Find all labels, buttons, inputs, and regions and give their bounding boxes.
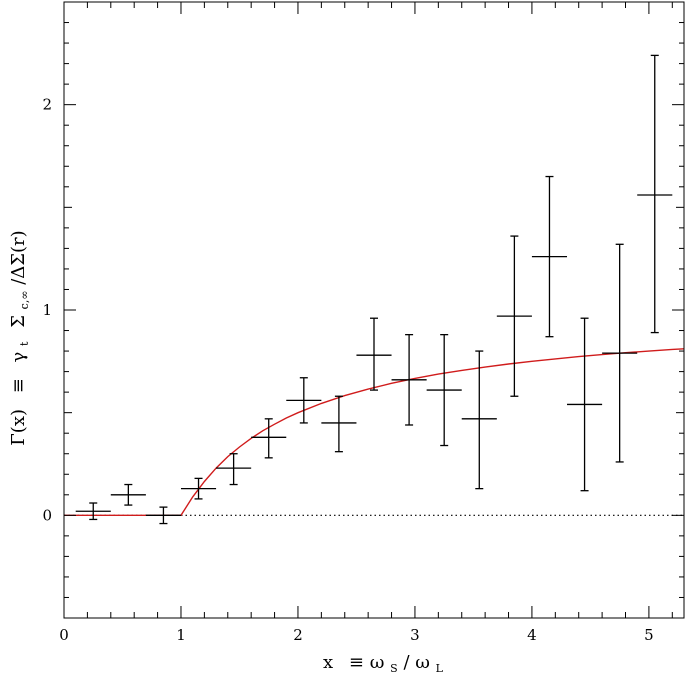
data-point [496, 235, 532, 397]
data-point [391, 333, 427, 426]
data-point [110, 483, 146, 506]
data-point [567, 317, 603, 492]
x-axis-title-omega-l: ω [415, 652, 430, 673]
y-tick-label: 2 [42, 96, 52, 114]
data-point [602, 243, 638, 463]
data-point [531, 175, 568, 338]
x-tick-label: 0 [59, 626, 69, 644]
y-axis-title-gamma-x: Γ(x) [8, 409, 29, 446]
x-tick-label: 5 [644, 626, 654, 644]
data-point [461, 350, 497, 490]
y-axis-title-rest: /ΔΣ(r) [8, 230, 29, 284]
x-axis-title-slash: / [403, 652, 410, 673]
y-axis-title-sigma: Σ [8, 315, 29, 328]
y-axis-title-sub-t: t [18, 341, 31, 346]
y-tick-label: 0 [42, 506, 52, 524]
x-tick-label: 3 [410, 626, 420, 644]
data-point [356, 317, 392, 391]
x-axis-title-x: x [323, 652, 333, 673]
y-axis-title: Γ(x) ≡ γ t Σ c,∞ /ΔΣ(r) [8, 230, 33, 445]
data-point [321, 395, 357, 453]
plot-frame-layer: 0 1 2 3 4 5 0 1 2 [42, 1, 685, 644]
x-tick-label: 2 [293, 626, 303, 644]
x-tick-label: 4 [527, 626, 537, 644]
y-tick-label: 1 [42, 301, 52, 319]
data-point [180, 477, 217, 500]
x-axis-title-equiv: ≡ [349, 652, 364, 673]
y-axis-title-gamma: γ [8, 352, 29, 363]
y-axis-title-equiv: ≡ [8, 378, 29, 393]
data-point [426, 333, 462, 447]
model-curve-layer [64, 348, 685, 516]
model-curve [64, 348, 685, 516]
x-axis-title: x ≡ ω S / ω L [323, 652, 444, 675]
x-tick-label: 1 [176, 626, 186, 644]
error-bars-layer [75, 54, 673, 525]
data-point [251, 418, 287, 459]
data-point [286, 377, 322, 424]
data-point [637, 54, 673, 334]
data-point [216, 453, 252, 486]
data-point [75, 502, 111, 521]
y-axis-title-sub-c: c,∞ [18, 290, 31, 309]
plot-frame [63, 1, 685, 619]
x-axis-title-sub-l: L [436, 662, 444, 675]
x-axis-title-omega-s: ω [370, 652, 385, 673]
x-axis-title-sub-s: S [390, 662, 398, 675]
data-point [145, 506, 181, 525]
